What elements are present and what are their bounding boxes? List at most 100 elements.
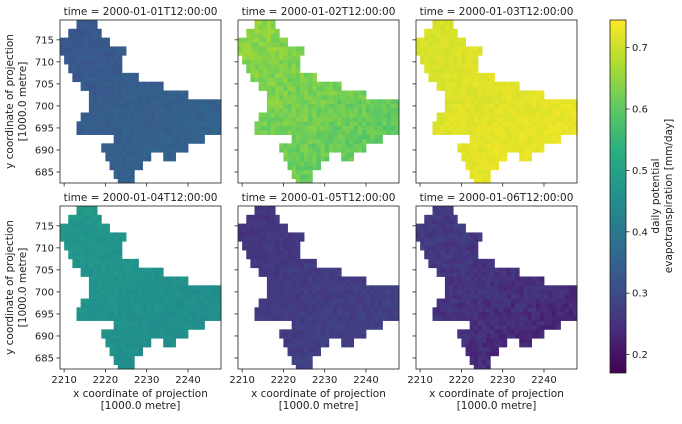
heatmap-cell (490, 116, 495, 122)
heatmap-cell (88, 258, 94, 264)
heatmap-cell (316, 112, 321, 118)
heatmap-cell (337, 294, 342, 299)
heatmap-cell (361, 125, 367, 131)
heatmap-cell (572, 99, 578, 105)
heatmap-cell (539, 108, 545, 113)
heatmap-cell (299, 108, 305, 113)
heatmap-cell (279, 258, 284, 264)
heatmap-cell (457, 42, 462, 47)
heatmap-cell (146, 90, 152, 96)
heatmap-cell (287, 64, 293, 69)
heatmap-cell (444, 228, 450, 233)
heatmap-cell (258, 311, 264, 317)
heatmap-cell (113, 169, 119, 175)
heatmap-cell (138, 285, 143, 291)
heatmap-cell (183, 320, 189, 326)
heatmap-cell (428, 37, 433, 43)
heatmap-cell (510, 116, 516, 122)
heatmap-cell (440, 267, 446, 273)
heatmap-cell (365, 125, 371, 131)
heatmap-cell (279, 298, 284, 304)
heatmap-cell (527, 333, 532, 339)
heatmap-cell (254, 20, 260, 25)
heatmap-cell (271, 267, 276, 273)
heatmap-cell (291, 245, 297, 251)
heatmap-cell (183, 143, 189, 149)
heatmap-cell (134, 258, 139, 264)
heatmap-cell (97, 254, 102, 260)
x-axis-label-line-2: [1000.0 metre] (457, 400, 537, 412)
heatmap-cell (271, 307, 276, 313)
heatmap-cell (283, 289, 288, 295)
heatmap-cell (332, 138, 338, 144)
heatmap-cell (187, 130, 193, 135)
heatmap-cell (212, 311, 218, 317)
heatmap-cell (183, 285, 189, 291)
heatmap-cell (250, 214, 255, 220)
heatmap-cell (490, 324, 495, 330)
heatmap-cell (469, 59, 475, 65)
heatmap-cell (93, 232, 98, 238)
heatmap-cell (440, 236, 446, 242)
heatmap-cell (510, 130, 516, 135)
heatmap-cell (312, 147, 317, 153)
heatmap-cell (196, 125, 201, 131)
y-tick-label: 695 (35, 123, 54, 134)
heatmap-cell (432, 125, 438, 131)
heatmap-cell (101, 68, 106, 74)
heatmap-cell (287, 329, 293, 335)
heatmap-cell (531, 320, 537, 326)
heatmap-cell (312, 258, 317, 264)
heatmap-cell (88, 294, 94, 299)
heatmap-cell (266, 307, 272, 313)
heatmap-cell (121, 258, 127, 264)
heatmap-cell (502, 103, 508, 109)
heatmap-cell (200, 320, 205, 326)
heatmap-cell (365, 316, 371, 321)
heatmap-cell (486, 298, 491, 304)
heatmap-cell (506, 320, 512, 326)
heatmap-cell (134, 77, 139, 83)
heatmap-cell (101, 147, 106, 153)
heatmap-cell (142, 302, 148, 308)
heatmap-cell (316, 108, 321, 113)
heatmap-cell (324, 103, 330, 109)
heatmap-cell (337, 298, 342, 304)
heatmap-cell (117, 276, 123, 282)
heatmap-cell (506, 272, 512, 277)
heatmap-cell (328, 143, 334, 149)
heatmap-cell (477, 174, 483, 179)
heatmap-cell (192, 121, 197, 127)
heatmap-cell (97, 116, 102, 122)
heatmap-cell (72, 254, 77, 260)
heatmap-cell (494, 267, 499, 273)
heatmap-cell (535, 298, 541, 304)
heatmap-cell (105, 254, 110, 260)
heatmap-cell (295, 346, 301, 352)
heatmap-cell (179, 130, 185, 135)
heatmap-cell (275, 130, 280, 135)
heatmap-cell (84, 33, 90, 39)
heatmap-cell (105, 333, 110, 339)
heatmap-cell (374, 302, 379, 308)
heatmap-cell (477, 360, 483, 365)
heatmap-cell (502, 338, 508, 343)
heatmap-cell (444, 103, 450, 109)
heatmap-cell (341, 285, 346, 291)
heatmap-cell (291, 272, 297, 277)
heatmap-cell (64, 50, 69, 56)
heatmap-cell (250, 64, 255, 69)
heatmap-cell (68, 236, 73, 242)
heatmap-cell (271, 316, 276, 321)
heatmap-cell (361, 112, 367, 118)
heatmap-cell (432, 77, 438, 83)
heatmap-cell (242, 55, 247, 61)
heatmap-cell (449, 280, 454, 286)
heatmap-cell (365, 108, 371, 113)
heatmap-cell (308, 333, 313, 339)
heatmap-cell (353, 94, 359, 100)
heatmap-cell (490, 103, 495, 109)
heatmap-cell (88, 59, 94, 65)
heatmap-cell (154, 289, 160, 295)
heatmap-cell (465, 152, 471, 157)
